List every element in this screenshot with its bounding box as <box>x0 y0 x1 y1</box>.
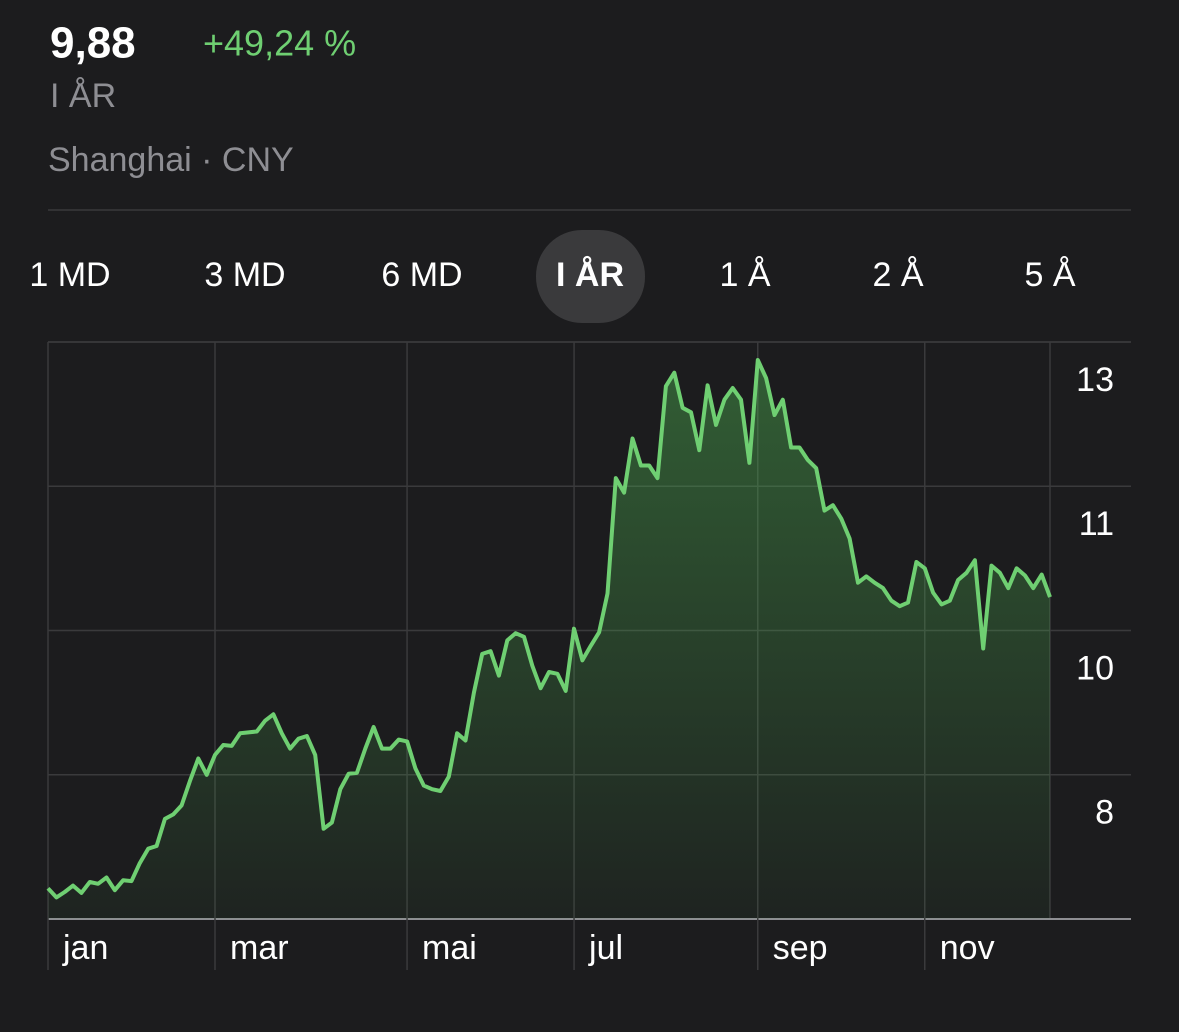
x-tick-label: mar <box>230 929 289 967</box>
price-line <box>46 358 1052 900</box>
plot: 13 11 10 8 jan mar mai jul sep nov <box>46 341 1131 970</box>
x-tick-label: nov <box>940 929 995 967</box>
tab[interactable]: I ÅR <box>556 256 624 294</box>
price: 9,88 <box>50 19 136 68</box>
x-tick-label: mai <box>422 929 477 967</box>
change: +49,24 % <box>203 23 356 64</box>
area-fill <box>48 360 1050 919</box>
tab-selected-bg <box>536 230 645 323</box>
tab[interactable]: 1 Å <box>719 256 770 294</box>
x-tick-label: jan <box>62 929 108 967</box>
tab[interactable]: 2 Å <box>872 256 923 294</box>
period: I ÅR <box>50 77 116 115</box>
exchange: Shanghai · CNY <box>48 141 294 179</box>
x-tick-label: sep <box>773 929 828 967</box>
tab[interactable]: 5 Å <box>1024 256 1075 294</box>
y-tick-label: 13 <box>1076 361 1114 399</box>
y-tick-label: 8 <box>1095 794 1114 832</box>
tabs: 1 MD3 MD6 MDI ÅR1 Å2 Å5 Å10 Å <box>29 256 1075 294</box>
y-tick-label: 11 <box>1079 505 1114 543</box>
tab[interactable]: 6 MD <box>381 256 462 294</box>
tab[interactable]: 1 MD <box>29 256 110 294</box>
x-tick-label: jul <box>588 929 623 967</box>
y-tick-label: 10 <box>1076 649 1114 687</box>
tab[interactable]: 3 MD <box>204 256 285 294</box>
